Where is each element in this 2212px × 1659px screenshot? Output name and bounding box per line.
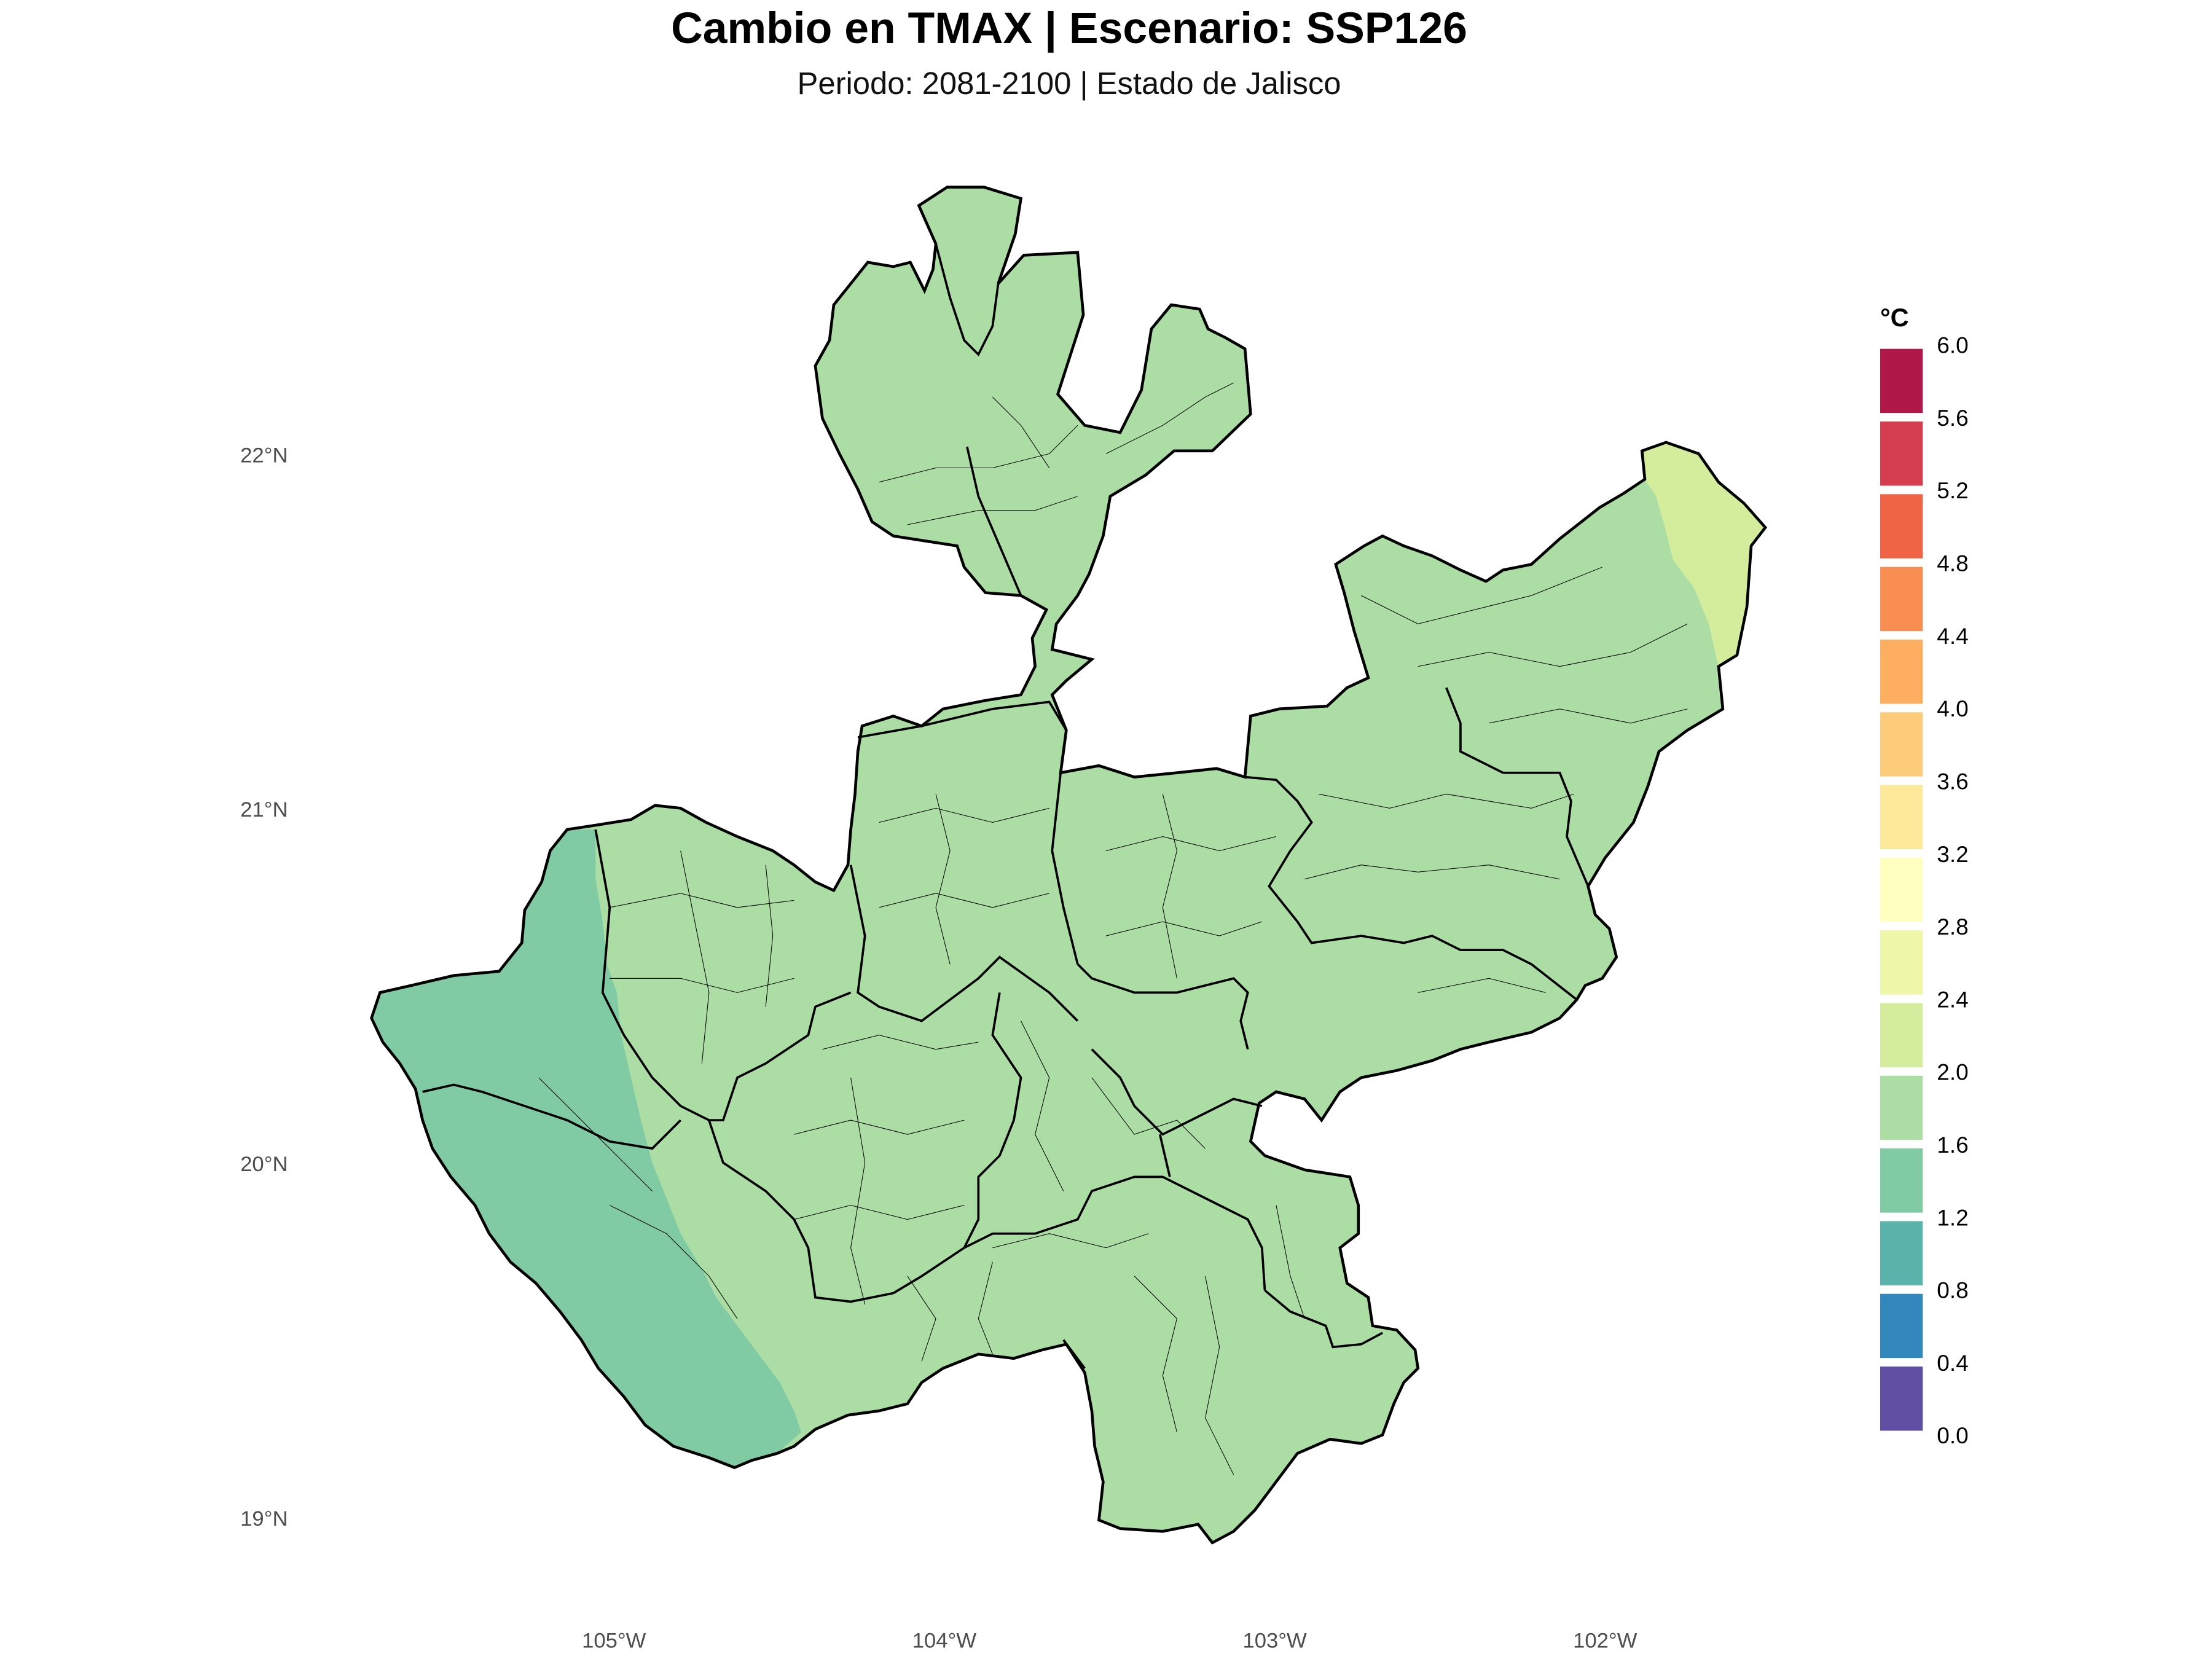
legend-swatch bbox=[1880, 930, 1923, 995]
latitude-tick-label: 21°N bbox=[240, 798, 288, 822]
legend-title: °C bbox=[1880, 303, 1909, 332]
map-title: Cambio en TMAX | Escenario: SSP126 bbox=[671, 3, 1467, 53]
latitude-tick-label: 19°N bbox=[240, 1507, 288, 1531]
longitude-tick-label: 103°W bbox=[1242, 1630, 1307, 1653]
legend-break-label: 0.8 bbox=[1937, 1278, 1968, 1303]
legend-break-label: 2.4 bbox=[1937, 987, 1968, 1012]
legend-swatch bbox=[1880, 1075, 1923, 1140]
legend-labels: 0.0 0.4 0.8 1.2 1.6 2.0 2.4 2.8 3.2 3.6 4.0 4.4 4.8 5… bbox=[1937, 333, 1968, 1449]
state-outline bbox=[370, 186, 1768, 1545]
jalisco-map bbox=[370, 186, 1768, 1545]
latitude-tick-label: 22°N bbox=[240, 444, 288, 467]
legend-break-label: 1.6 bbox=[1937, 1132, 1968, 1158]
legend-break-label: 2.8 bbox=[1937, 914, 1968, 939]
longitude-axis: 105°W 104°W 103°W 102°W bbox=[582, 1630, 1637, 1653]
legend-swatch bbox=[1880, 639, 1923, 704]
legend-break-label: 4.0 bbox=[1937, 696, 1968, 721]
municipal-boundaries bbox=[538, 382, 1688, 1475]
legend-break-label: 0.4 bbox=[1937, 1351, 1968, 1376]
longitude-tick-label: 105°W bbox=[582, 1630, 646, 1653]
state-region-coast bbox=[371, 830, 801, 1468]
latitude-axis: 22°N 21°N 20°N 19°N bbox=[240, 444, 288, 1531]
legend-break-label: 2.0 bbox=[1937, 1060, 1968, 1085]
latitude-tick-label: 20°N bbox=[240, 1153, 288, 1176]
legend-break-label: 6.0 bbox=[1937, 333, 1968, 358]
legend-swatch bbox=[1880, 1221, 1923, 1285]
legend-break-label: 5.6 bbox=[1937, 406, 1968, 431]
legend-break-label: 5.2 bbox=[1937, 478, 1968, 503]
legend-break-label: 1.2 bbox=[1937, 1205, 1968, 1230]
legend-break-label: 0.0 bbox=[1937, 1423, 1968, 1448]
state-region-northeast bbox=[1642, 442, 1766, 667]
legend-break-label: 4.4 bbox=[1937, 624, 1968, 649]
legend-break-label: 3.2 bbox=[1937, 842, 1968, 867]
legend-swatch bbox=[1880, 348, 1923, 414]
legend-swatch bbox=[1880, 857, 1923, 922]
longitude-tick-label: 102°W bbox=[1573, 1630, 1637, 1653]
legend-break-label: 3.6 bbox=[1937, 769, 1968, 794]
legend-swatch bbox=[1880, 1367, 1923, 1431]
legend-swatch bbox=[1880, 712, 1923, 777]
legend-swatch bbox=[1880, 494, 1923, 559]
legend-swatch bbox=[1880, 1003, 1923, 1067]
map-subtitle: Periodo: 2081-2100 | Estado de Jalisco bbox=[797, 66, 1341, 101]
legend-swatch bbox=[1880, 1293, 1923, 1359]
legend-swatches bbox=[1880, 348, 1923, 1431]
legend-swatch bbox=[1880, 785, 1923, 849]
color-legend: °C 0.0 0.4 0.8 1.2 1.6 2.0 2.4 2.8 3.2 3.6 4.0 4.4 4… bbox=[1880, 303, 1969, 1448]
state-region-main bbox=[371, 187, 1766, 1543]
longitude-tick-label: 104°W bbox=[912, 1630, 977, 1653]
north-notch-outline bbox=[935, 243, 1000, 357]
legend-swatch bbox=[1880, 1148, 1923, 1213]
legend-swatch bbox=[1880, 422, 1923, 486]
legend-swatch bbox=[1880, 567, 1923, 632]
legend-break-label: 4.8 bbox=[1937, 551, 1968, 576]
